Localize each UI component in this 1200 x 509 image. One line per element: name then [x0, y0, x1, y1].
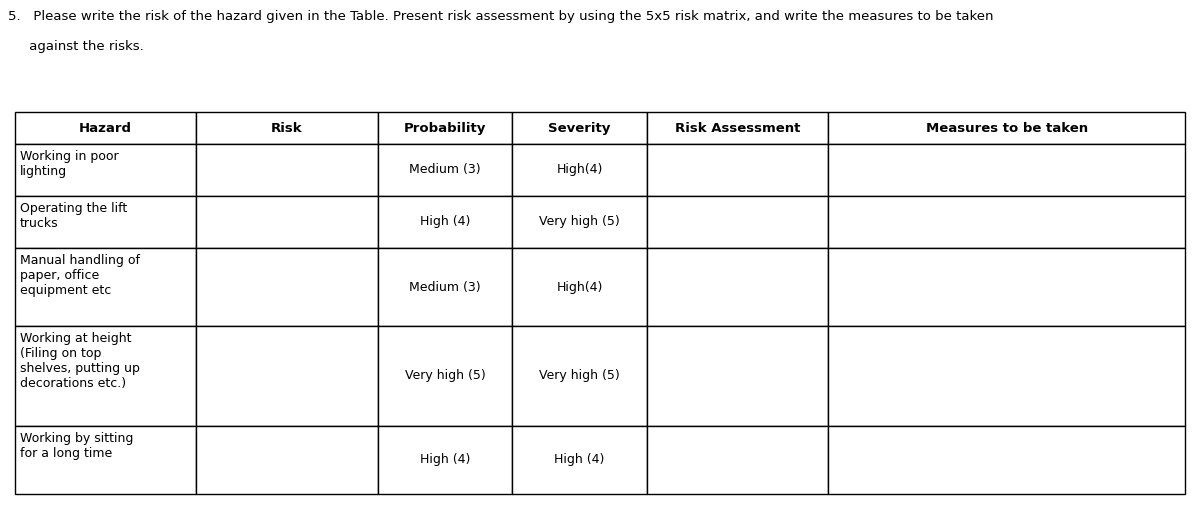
Bar	[197, 196, 378, 248]
Bar	[828, 112, 1186, 144]
Text: Working by sitting
for a long time: Working by sitting for a long time	[20, 432, 133, 460]
Bar	[197, 326, 378, 426]
Text: Severity: Severity	[548, 122, 611, 134]
Bar	[647, 112, 828, 144]
Text: Manual handling of
paper, office
equipment etc: Manual handling of paper, office equipme…	[20, 254, 140, 297]
Text: Working at height
(Filing on top
shelves, putting up
decorations etc.): Working at height (Filing on top shelves…	[20, 332, 140, 390]
Bar	[14, 196, 197, 248]
Bar	[512, 426, 647, 494]
Bar	[512, 112, 647, 144]
Bar	[378, 326, 512, 426]
Text: High(4): High(4)	[557, 163, 602, 177]
Text: Medium (3): Medium (3)	[409, 280, 481, 294]
Bar	[197, 426, 378, 494]
Bar	[14, 248, 197, 326]
Text: Risk: Risk	[271, 122, 302, 134]
Bar	[14, 112, 197, 144]
Text: Hazard: Hazard	[79, 122, 132, 134]
Bar	[828, 326, 1186, 426]
Bar	[378, 112, 512, 144]
Bar	[512, 248, 647, 326]
Text: Operating the lift
trucks: Operating the lift trucks	[20, 202, 127, 230]
Bar	[512, 326, 647, 426]
Bar	[14, 426, 197, 494]
Bar	[378, 248, 512, 326]
Text: against the risks.: against the risks.	[8, 40, 144, 53]
Bar	[378, 144, 512, 196]
Bar	[828, 248, 1186, 326]
Text: Working in poor
lighting: Working in poor lighting	[20, 150, 119, 178]
Bar	[14, 326, 197, 426]
Text: High (4): High (4)	[554, 454, 605, 467]
Text: Measures to be taken: Measures to be taken	[925, 122, 1087, 134]
Bar	[647, 144, 828, 196]
Bar	[828, 426, 1186, 494]
Bar	[197, 112, 378, 144]
Bar	[828, 196, 1186, 248]
Text: Very high (5): Very high (5)	[539, 370, 620, 382]
Bar	[647, 326, 828, 426]
Text: High (4): High (4)	[420, 454, 470, 467]
Bar	[378, 426, 512, 494]
Text: High(4): High(4)	[557, 280, 602, 294]
Bar	[512, 144, 647, 196]
Text: Probability: Probability	[403, 122, 486, 134]
Text: Medium (3): Medium (3)	[409, 163, 481, 177]
Text: Very high (5): Very high (5)	[404, 370, 485, 382]
Bar	[647, 196, 828, 248]
Bar	[647, 426, 828, 494]
Bar	[378, 196, 512, 248]
Text: High (4): High (4)	[420, 215, 470, 229]
Bar	[512, 196, 647, 248]
Text: 5.   Please write the risk of the hazard given in the Table. Present risk assess: 5. Please write the risk of the hazard g…	[8, 10, 994, 23]
Bar	[197, 144, 378, 196]
Text: Risk Assessment: Risk Assessment	[674, 122, 800, 134]
Bar	[647, 248, 828, 326]
Bar	[14, 144, 197, 196]
Bar	[828, 144, 1186, 196]
Bar	[197, 248, 378, 326]
Text: Very high (5): Very high (5)	[539, 215, 620, 229]
